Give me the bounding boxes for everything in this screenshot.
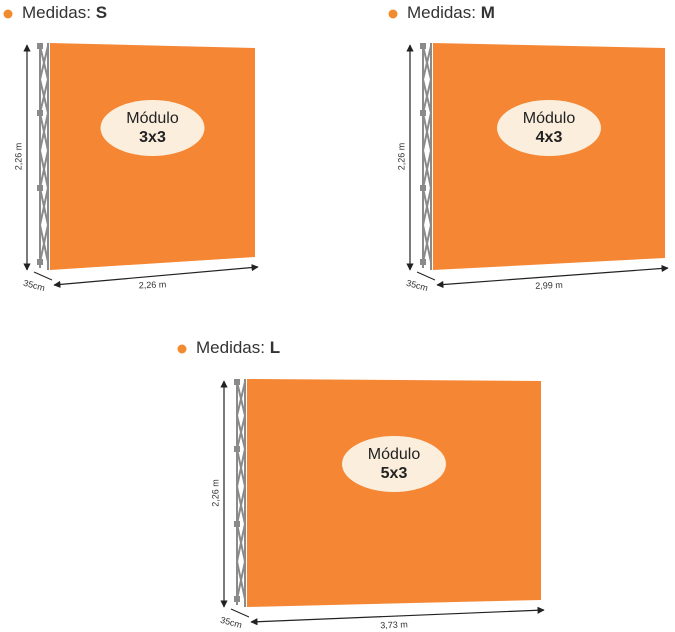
width-label: 2,99 m — [535, 280, 563, 291]
frame-brace — [236, 381, 247, 450]
heading-label: Medidas: — [196, 338, 265, 357]
frame-brace — [38, 187, 49, 263]
depth-line — [33, 271, 53, 281]
frame-joint — [420, 185, 426, 191]
height-label: 2,26 m — [210, 479, 220, 507]
banner — [247, 379, 541, 607]
module-label: Módulo — [523, 110, 576, 127]
module-size: 3x3 — [139, 129, 166, 146]
heading-label: Medidas: — [22, 3, 91, 22]
frame-joint — [234, 379, 240, 385]
frame-brace — [236, 448, 247, 525]
frame-joint — [420, 110, 426, 116]
frame-brace — [236, 523, 247, 600]
frame-joint — [37, 185, 43, 191]
frame-brace — [235, 523, 246, 600]
frame-brace — [39, 45, 50, 114]
frame-joint — [234, 521, 240, 527]
panel: Medidas: L Módulo 5x3 2,26 m 3,73 m 35cm — [177, 338, 545, 630]
frame-brace — [235, 448, 246, 525]
frame-brace — [39, 187, 50, 263]
width-line — [436, 264, 669, 289]
frame-joint — [420, 43, 426, 49]
frame — [234, 379, 247, 607]
height-label: 2,26 m — [13, 143, 23, 171]
module-label: Módulo — [368, 446, 421, 463]
heading: Medidas: L — [196, 338, 280, 357]
module-size: 5x3 — [381, 465, 408, 482]
frame-brace — [39, 112, 50, 189]
frame-joint — [37, 259, 43, 265]
frame-joint — [420, 259, 426, 265]
depth-line — [416, 271, 436, 281]
module-badge — [497, 100, 601, 156]
frame — [420, 43, 433, 270]
panel: Medidas: M Módulo 4x3 2,26 m 2,99 m 35cm — [388, 3, 669, 293]
frame-joint — [37, 110, 43, 116]
panel: Medidas: S Módulo 3x3 2,26 m 2,26 m 35cm — [3, 3, 259, 293]
bullet — [3, 9, 13, 19]
frame-brace — [421, 112, 432, 189]
frame-brace — [421, 187, 432, 263]
frame-joint — [37, 43, 43, 49]
frame-brace — [235, 381, 246, 450]
frame-joint — [234, 596, 240, 602]
width-line — [250, 606, 545, 626]
module-badge — [100, 100, 205, 156]
module-label: Módulo — [126, 110, 179, 127]
size-label: S — [96, 3, 107, 22]
frame-joint — [234, 446, 240, 452]
bullet — [177, 344, 187, 354]
depth-label: 35cm — [405, 278, 429, 293]
frame-brace — [422, 187, 433, 263]
frame-brace — [38, 112, 49, 189]
size-label: L — [270, 338, 280, 357]
banner — [50, 43, 255, 270]
banner — [433, 43, 665, 270]
height-label: 2,26 m — [396, 143, 406, 171]
heading: Medidas: S — [22, 3, 107, 22]
width-label: 2,26 m — [139, 279, 167, 290]
depth-line — [230, 608, 250, 618]
size-label: M — [481, 3, 495, 22]
frame-brace — [422, 112, 433, 189]
depth-label: 35cm — [22, 278, 46, 293]
depth-label: 35cm — [219, 615, 243, 630]
bullet — [388, 9, 398, 19]
frame-brace — [421, 45, 432, 114]
frame — [37, 43, 50, 270]
width-line — [53, 263, 259, 289]
width-label: 3,73 m — [380, 619, 408, 630]
frame-brace — [38, 45, 49, 114]
heading-label: Medidas: — [407, 3, 476, 22]
module-size: 4x3 — [536, 129, 563, 146]
module-badge — [342, 436, 446, 492]
frame-brace — [422, 45, 433, 114]
heading: Medidas: M — [407, 3, 495, 22]
